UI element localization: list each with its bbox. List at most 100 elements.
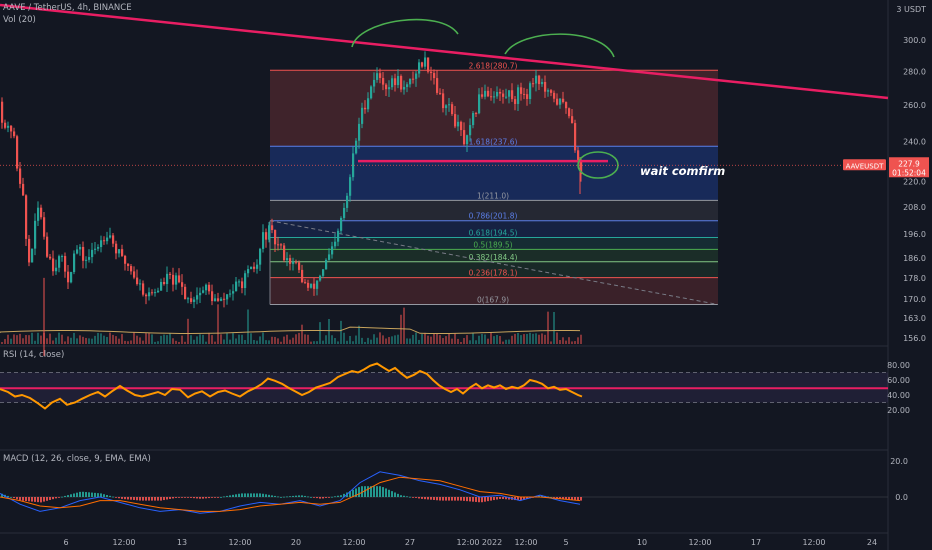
time-tick-label: 12:00 (112, 538, 135, 547)
macd-histogram-bar (73, 493, 75, 497)
macd-histogram-bar (490, 497, 492, 501)
macd-histogram-bar (124, 497, 126, 500)
countdown-text: 01:52:04 (892, 168, 926, 177)
macd-histogram-bar (559, 497, 561, 499)
candle-body (271, 225, 274, 230)
macd-histogram-bar (484, 497, 486, 502)
volume-bar (580, 334, 582, 344)
fib-level-label: 0.618(194.5) (469, 228, 518, 237)
time-tick-label: 20 (291, 538, 301, 547)
volume-bar (127, 341, 129, 344)
macd-histogram-bar (58, 497, 60, 498)
macd-histogram-bar (133, 497, 135, 500)
candle-body (415, 73, 418, 79)
macd-histogram-bar (142, 497, 144, 501)
rsi-tick-label: 80.00 (887, 361, 910, 370)
candle-body (325, 259, 328, 270)
macd-header: MACD (12, 26, close, 9, EMA, EMA) (3, 454, 155, 464)
fib-trend-dashed (269, 220, 719, 305)
candle-body (28, 238, 31, 263)
candle-body (184, 286, 187, 300)
macd-histogram-bar (172, 497, 174, 499)
volume-bar (202, 334, 204, 344)
volume-bar (553, 311, 555, 344)
candle-body (568, 108, 571, 117)
volume-bar (175, 340, 177, 344)
candle-body (151, 292, 154, 294)
candle-body (316, 280, 319, 289)
volume-bar (292, 337, 294, 344)
candle-body (406, 84, 409, 87)
volume-bar (541, 333, 543, 344)
candle-body (469, 125, 472, 136)
candle-body (376, 73, 379, 80)
macd-histogram-bar (67, 495, 69, 497)
candle-body (463, 130, 466, 145)
macd-line (0, 471, 581, 514)
volume-bar (220, 334, 222, 344)
candle-body (70, 272, 73, 283)
candle-body (274, 229, 277, 245)
volume-bar (322, 340, 324, 344)
macd-histogram-bar (301, 495, 303, 497)
macd-histogram-bar (178, 497, 180, 498)
candle-body (280, 244, 283, 246)
macd-histogram-bar (250, 493, 252, 497)
macd-histogram-bar (31, 497, 33, 502)
candle-body (427, 57, 430, 72)
macd-histogram-bar (520, 497, 522, 501)
candle-body (433, 73, 436, 79)
macd-histogram-bar (427, 497, 429, 500)
candle-body (424, 57, 427, 67)
volume-bar (442, 338, 444, 344)
macd-histogram-bar (238, 493, 240, 497)
macd-histogram-bar (568, 497, 570, 500)
candle-body (580, 159, 583, 175)
volume-bar (526, 333, 528, 344)
volume-bar (205, 341, 207, 344)
annotation-arc-right (504, 33, 615, 58)
macd-histogram-bar (1, 493, 3, 497)
rsi-line (0, 362, 583, 410)
macd-histogram-bar (118, 497, 120, 499)
volume-bar (562, 337, 564, 344)
macd-histogram-bar (580, 497, 582, 501)
candle-body (262, 232, 265, 249)
candle-body (67, 271, 70, 283)
candle-body (517, 87, 520, 104)
symbol-line: AAVE / TetherUS, 4h, BINANCE (3, 3, 132, 13)
macd-histogram-bar (322, 497, 324, 499)
candle-body (55, 267, 58, 272)
fib-retracement-zone (270, 249, 718, 262)
volume-bar (142, 340, 144, 344)
candle-body (283, 245, 286, 261)
volume-bar (277, 338, 279, 344)
macd-histogram-bar (112, 496, 114, 498)
volume-bar (178, 341, 180, 344)
candle-body (19, 168, 22, 184)
volume-bar (268, 340, 270, 344)
candle-body (355, 140, 358, 154)
candle-body (181, 282, 184, 287)
macd-histogram-bar (247, 493, 249, 497)
macd-histogram-bar (382, 487, 384, 497)
macd-histogram-bar (127, 497, 129, 500)
macd-histogram-bar (199, 497, 201, 499)
macd-histogram-bar (292, 495, 294, 497)
macd-histogram-bar (331, 496, 333, 498)
volume-bar (286, 334, 288, 344)
volume-bar (367, 337, 369, 344)
macd-histogram-bar (229, 495, 231, 497)
candle-body (259, 248, 262, 265)
volume-bar (310, 341, 312, 344)
candle-body (508, 90, 511, 97)
macd-histogram-bar (217, 497, 219, 498)
volume-bar (61, 334, 63, 344)
macd-histogram-bar (160, 497, 162, 501)
candle-body (286, 258, 289, 261)
candle-body (346, 195, 349, 208)
volume-bar (517, 332, 519, 344)
macd-histogram-bar (97, 493, 99, 497)
candle-body (541, 82, 544, 85)
